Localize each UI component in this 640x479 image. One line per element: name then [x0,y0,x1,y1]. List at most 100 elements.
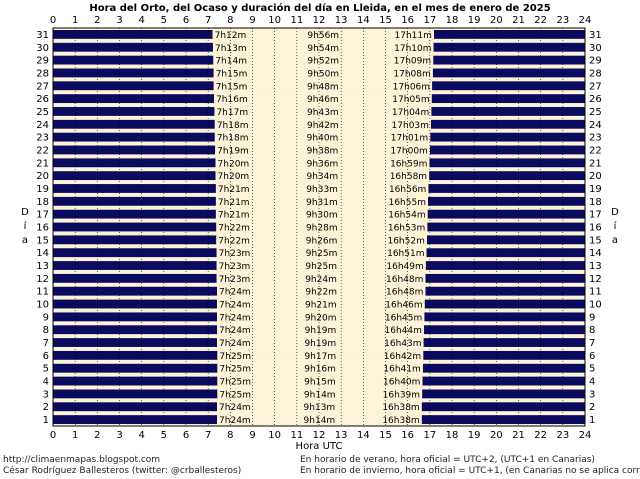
sunrise-label: 7h24m [219,326,251,336]
sunset-label: 16h45m [385,313,422,323]
daylight-bar [216,222,428,232]
hour-tick-top: 12 [313,15,326,26]
daylength-label: 9h30m [306,211,338,221]
day-tick-right: 20 [589,171,602,182]
hour-tick-top: 6 [183,15,189,26]
hour-tick-bottom: 24 [579,430,592,441]
daylength-label: 9h19m [305,326,337,336]
hour-tick-top: 15 [379,15,392,26]
sunrise-label: 7h25m [219,390,251,400]
daylight-bar [212,42,434,52]
hour-tick-bottom: 11 [290,430,303,441]
night-bar-morning [53,235,217,245]
daylength-label: 9h14m [304,390,336,400]
night-bar-evening [423,325,585,335]
daylight-bar [216,273,426,283]
day-tick-right: 6 [589,351,595,362]
hour-tick-bottom: 2 [94,430,100,441]
daylight-bar [217,338,424,347]
night-bar-morning [53,132,215,142]
day-tick-right: 12 [589,274,602,285]
sunrise-label: 7h22m [218,224,250,234]
night-bar-evening [426,248,585,258]
daylength-label: 9h46m [307,95,339,105]
hour-tick-bottom: 17 [423,430,436,441]
hour-tick-bottom: 20 [490,430,503,441]
night-bar-evening [423,338,585,347]
night-bar-evening [427,222,585,232]
daylight-bar [214,94,432,104]
day-tick-right: 25 [589,107,602,118]
sunset-label: 16h51m [387,249,424,259]
hour-tick-bottom: 18 [446,430,459,441]
sunset-label: 16h38m [382,416,419,426]
sunrise-label: 7h13m [215,44,247,54]
daylength-label: 9h52m [307,57,339,67]
night-bar-evening [430,132,585,142]
night-bar-evening [432,81,585,91]
day-tick-right: 27 [589,81,602,92]
day-tick-left: 3 [43,389,49,400]
day-tick-left: 21 [36,158,49,169]
night-bar-morning [53,363,218,373]
daylight-bar [213,68,433,78]
day-tick-right: 15 [589,235,602,246]
night-bar-morning [53,158,216,168]
day-tick-right: 18 [589,197,602,208]
sunrise-label: 7h14m [215,57,247,67]
hour-tick-top: 24 [579,15,592,26]
night-bar-evening [433,42,585,52]
sunrise-label: 7h23m [219,249,251,259]
daylength-label: 9h24m [305,275,337,285]
daylength-label: 9h50m [307,69,339,79]
daylight-bar [217,325,424,335]
daylight-bar [215,184,429,193]
sunset-label: 16h43m [384,339,421,349]
daylight-bar [215,171,430,181]
sunset-label: 17h08m [393,69,430,79]
daylight-bar [217,363,423,373]
day-tick-right: 7 [589,338,595,349]
night-bar-evening [428,184,585,193]
day-tick-left: 30 [36,43,49,54]
sunrise-label: 7h15m [216,69,248,79]
hour-tick-bottom: 10 [268,430,281,441]
sunset-label: 16h52m [387,236,424,246]
hour-tick-top: 13 [335,15,348,26]
night-bar-evening [425,286,585,296]
sunset-label: 16h49m [386,262,423,272]
night-bar-morning [53,145,216,155]
day-tick-right: 9 [589,312,595,323]
day-tick-left: 15 [36,235,49,246]
night-bar-morning [53,325,218,335]
hour-tick-top: 10 [268,15,281,26]
day-tick-left: 1 [43,415,49,426]
hour-tick-top: 5 [161,15,167,26]
sunrise-label: 7h20m [218,159,250,169]
hour-tick-bottom: 23 [556,430,569,441]
day-tick-left: 19 [36,184,49,195]
night-bar-morning [53,376,218,386]
night-bar-morning [53,107,215,116]
night-bar-evening [422,389,585,399]
daylight-bar [216,248,427,258]
day-tick-left: 4 [43,377,49,388]
night-bar-evening [422,363,585,373]
hour-tick-bottom: 15 [379,430,392,441]
day-tick-right: 22 [589,145,602,156]
hour-tick-bottom: 16 [401,430,414,441]
night-bar-morning [53,119,215,129]
night-bar-evening [422,376,585,386]
daylength-label: 9h16m [304,365,336,375]
daylight-bar [217,402,422,412]
sunset-label: 17h00m [390,146,427,156]
sunset-label: 16h55m [389,198,426,208]
hour-tick-bottom: 19 [468,430,481,441]
hour-tick-top: 4 [138,15,144,26]
sunset-label: 17h01m [391,134,428,144]
y-axis-label-right: a [612,235,618,246]
sunrise-label: 7h24m [219,403,251,413]
daylength-label: 9h56m [307,31,339,41]
day-tick-right: 8 [589,325,595,336]
day-tick-right: 29 [589,56,602,67]
